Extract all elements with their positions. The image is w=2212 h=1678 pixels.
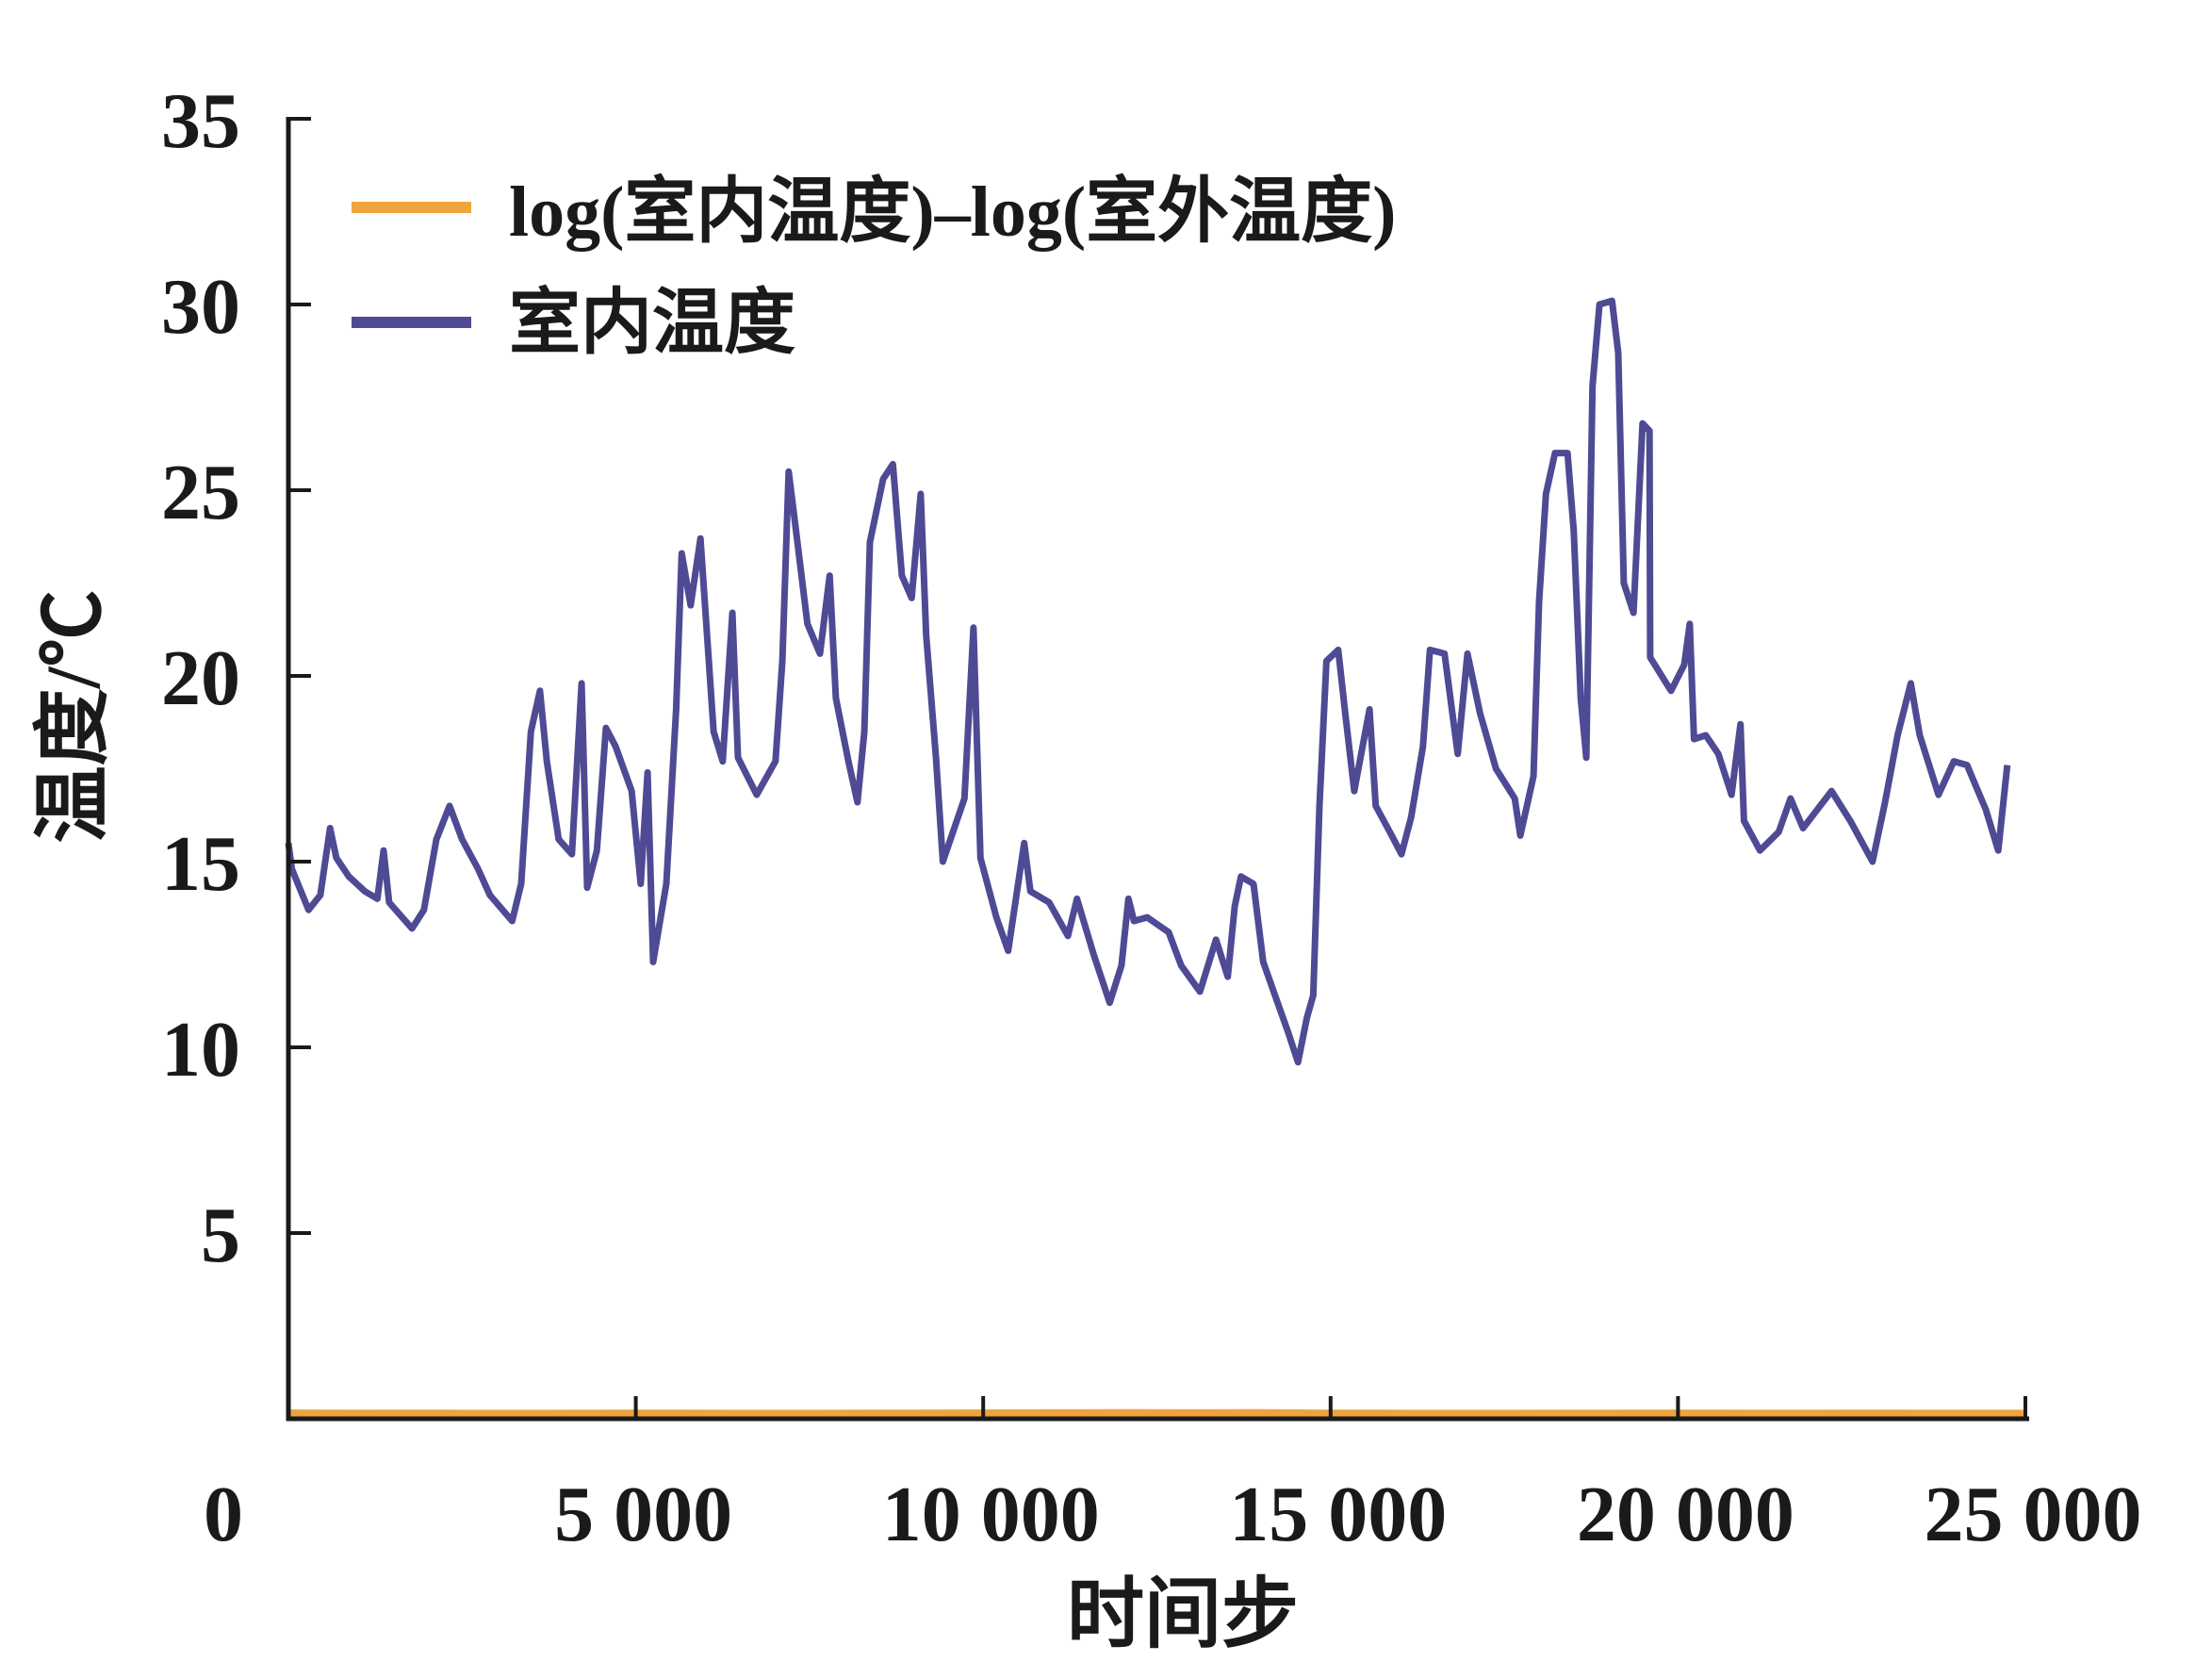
y-axis-title: 温度/℃ xyxy=(30,590,116,844)
legend-label-indoor-temp: 室内温度 xyxy=(509,284,795,363)
y-tick-label: 35 xyxy=(161,77,240,165)
x-tick-label: 5 000 xyxy=(554,1471,732,1558)
y-tick-label: 20 xyxy=(161,634,240,722)
x-ticks: 0 5 000 10 000 15 000 20 000 25 000 xyxy=(204,1396,2142,1558)
y-tick-label: 15 xyxy=(161,820,240,908)
y-tick-label: 5 xyxy=(201,1192,240,1279)
legend-item-indoor-temp: 室内温度 xyxy=(352,284,795,363)
x-tick-label: 0 xyxy=(204,1471,243,1558)
x-tick-label: 25 000 xyxy=(1925,1471,2142,1558)
x-tick-label: 20 000 xyxy=(1577,1471,1794,1558)
legend-item-log-ratio: log(室内温度)–log(室外温度) xyxy=(352,173,1396,252)
y-tick-label: 25 xyxy=(161,449,240,536)
x-tick-label: 10 000 xyxy=(882,1471,1100,1558)
legend-label-log-ratio: log(室内温度)–log(室外温度) xyxy=(509,173,1396,252)
y-ticks: 5 10 15 20 25 30 35 xyxy=(161,77,311,1279)
series-line-indoor-temp xyxy=(285,297,2011,1066)
x-tick-label: 15 000 xyxy=(1229,1471,1447,1558)
x-axis-title: 时间步 xyxy=(1067,1571,1299,1657)
series-line-log-ratio xyxy=(287,1408,2025,1418)
axes xyxy=(286,117,2029,1422)
y-tick-label: 10 xyxy=(161,1006,240,1094)
legend: log(室内温度)–log(室外温度) 室内温度 xyxy=(352,173,1396,363)
series-layer xyxy=(285,297,2025,1418)
y-tick-label: 30 xyxy=(161,263,240,351)
